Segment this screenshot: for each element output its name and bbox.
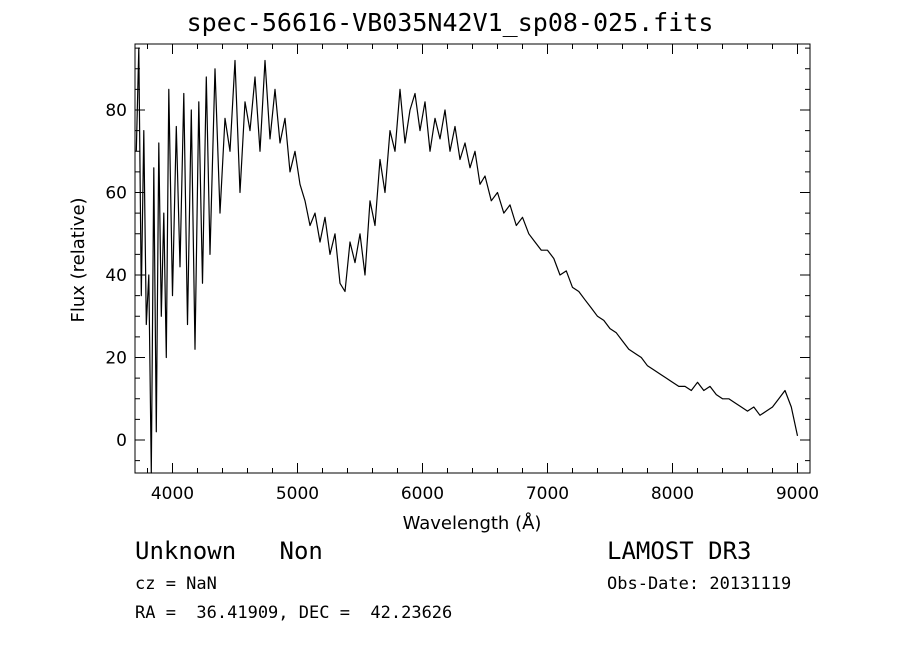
y-axis-label: Flux (relative) [68, 197, 89, 322]
plot-frame [134, 43, 811, 474]
x-tick-label: 8000 [651, 484, 694, 504]
tick-labels: 4000 5000 6000 7000 8000 9000 0 20 40 60 80 [105, 101, 819, 504]
redshift-label: cz = NaN [135, 574, 217, 594]
x-tick-label: 5000 [276, 484, 319, 504]
object-class-label: Unknown Non [135, 537, 323, 565]
y-tick-label: 60 [105, 184, 127, 204]
chart-title: spec-56616-VB035N42V1_sp08-025.fits [186, 8, 714, 37]
obs-date-label: Obs-Date: 20131119 [607, 574, 792, 594]
x-tick-label: 6000 [401, 484, 444, 504]
survey-label: LAMOST DR3 [607, 537, 752, 565]
x-tick-label: 4000 [151, 484, 194, 504]
y-tick-label: 80 [105, 101, 127, 121]
x-tick-label: 7000 [526, 484, 569, 504]
y-tick-label: 0 [116, 431, 127, 451]
spectrum-line-0 [135, 47, 799, 474]
spectrum-series [135, 47, 799, 474]
x-axis-label: Wavelength (Å) [403, 512, 542, 534]
y-tick-label: 40 [105, 266, 127, 286]
y-tick-label: 20 [105, 349, 127, 369]
x-tick-label: 9000 [776, 484, 819, 504]
coordinates-label: RA = 36.41909, DEC = 42.23626 [135, 603, 453, 623]
